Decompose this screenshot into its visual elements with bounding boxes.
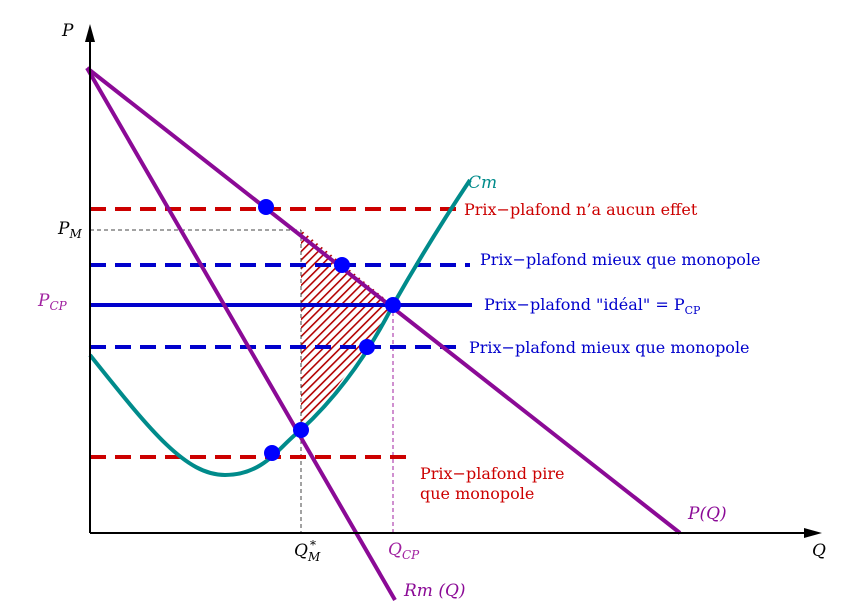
pcp-label: PCP <box>37 291 68 313</box>
point-ideal <box>385 297 401 313</box>
ceiling-no-effect-label: Prix−plafond n’a aucun effet <box>464 200 698 219</box>
deadweight-loss-region <box>301 230 393 430</box>
ceiling-worse-label-line1: Prix−plafond pire <box>420 464 565 483</box>
pm-label: PM <box>57 219 82 241</box>
x-axis-arrow-icon <box>804 528 822 538</box>
demand-label: P(Q) <box>687 504 727 524</box>
qm-label: QM <box>294 541 321 564</box>
ceiling-ideal-label: Prix−plafond "idéal" = PCP <box>484 295 701 317</box>
x-axis-label: Q <box>812 541 826 561</box>
point-no-effect <box>258 199 274 215</box>
point-better-lower <box>359 339 375 355</box>
marginal-cost-curve <box>88 178 472 478</box>
point-worse <box>264 445 280 461</box>
y-axis-label: P <box>61 21 74 41</box>
demand-curve <box>85 66 682 535</box>
marginal-cost-label: Cm <box>468 173 497 193</box>
ceiling-worse-label-line2: que monopole <box>420 484 534 503</box>
y-axis-arrow-icon <box>85 24 95 42</box>
marginal-revenue-label: Rm (Q) <box>403 581 466 601</box>
qcp-label: QCP <box>388 540 420 562</box>
ceiling-better-upper-label: Prix−plafond mieux que monopole <box>480 250 761 269</box>
point-better-upper <box>334 257 350 273</box>
qm-star: * <box>310 538 316 552</box>
point-monopoly <box>293 422 309 438</box>
marginal-revenue-curve <box>85 66 397 602</box>
ceiling-better-lower-label: Prix−plafond mieux que monopole <box>469 338 750 357</box>
